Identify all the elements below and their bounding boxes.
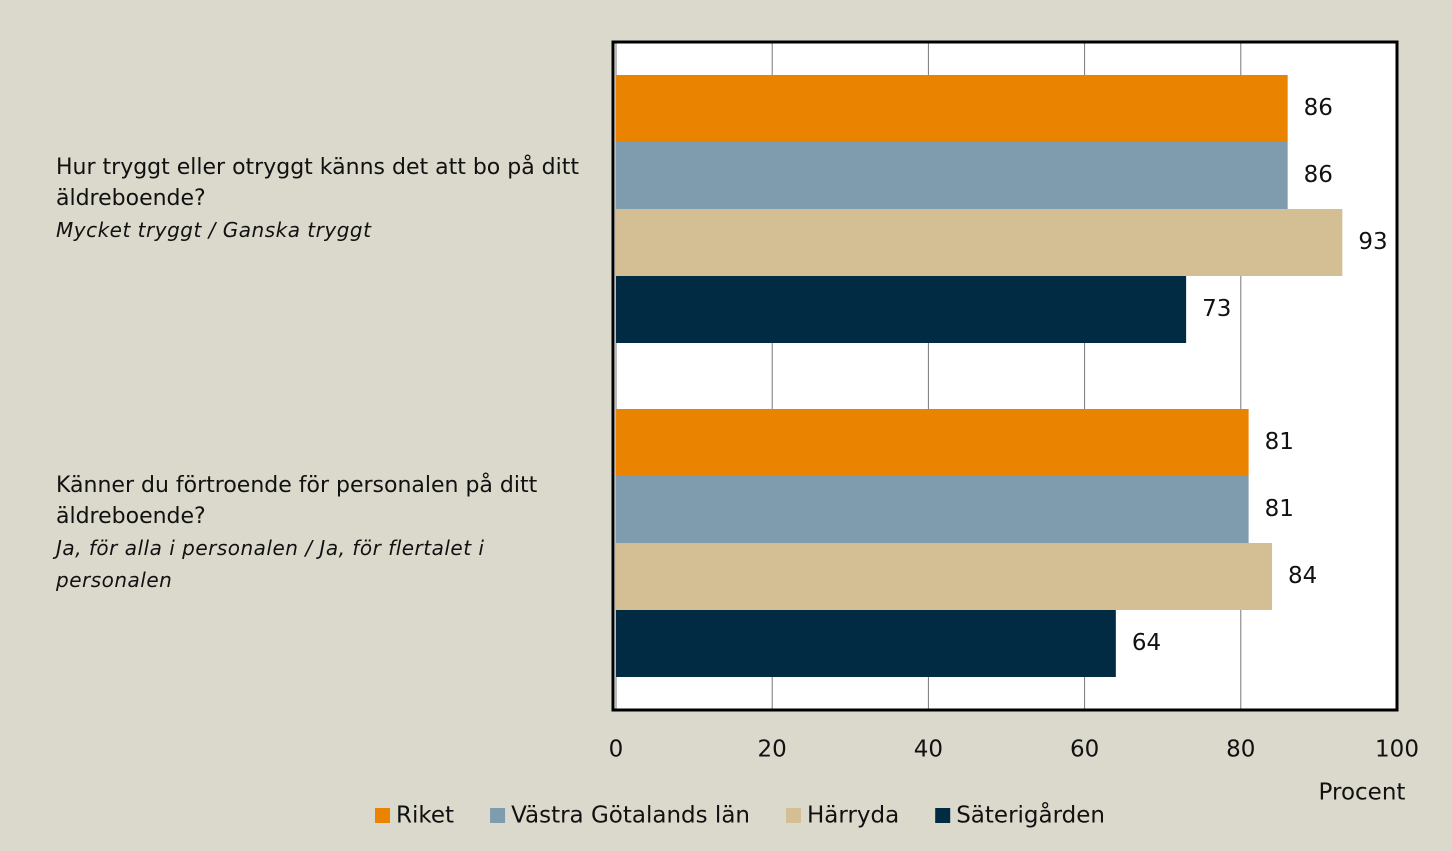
legend-label: Riket xyxy=(396,803,454,829)
x-tick-label: 40 xyxy=(914,737,943,763)
legend-swatch xyxy=(935,808,951,823)
value-label: 84 xyxy=(1288,563,1317,589)
legend-label: Säterigården xyxy=(956,801,1105,829)
legend-label: Härryda xyxy=(807,803,899,829)
legend-swatch xyxy=(490,808,506,823)
x-tick-label: 80 xyxy=(1226,737,1255,763)
bar xyxy=(616,409,1249,476)
bar xyxy=(616,276,1187,343)
legend-swatch xyxy=(786,808,801,823)
value-label: 81 xyxy=(1265,429,1294,455)
value-label: 86 xyxy=(1304,95,1333,121)
value-label: 81 xyxy=(1265,496,1294,522)
x-tick-label: 100 xyxy=(1375,737,1419,763)
bar xyxy=(616,209,1343,276)
legend-swatch xyxy=(375,808,391,823)
category-answer: Ja, för alla i personalen / Ja, för fler… xyxy=(56,536,485,592)
x-tick-label: 20 xyxy=(758,737,787,763)
bar xyxy=(616,610,1116,677)
value-label: 73 xyxy=(1202,296,1231,322)
value-label: 64 xyxy=(1132,630,1161,656)
value-label: 93 xyxy=(1358,229,1387,255)
bar xyxy=(616,543,1273,610)
x-tick-label: 0 xyxy=(609,737,624,763)
category-label: Hur tryggt eller otryggt känns det att b… xyxy=(56,152,596,246)
category-label: Känner du förtroende för personalen på d… xyxy=(56,470,596,596)
category-question: Hur tryggt eller otryggt känns det att b… xyxy=(56,155,580,211)
value-label: 86 xyxy=(1304,162,1333,188)
category-answer: Mycket tryggt / Ganska tryggt xyxy=(56,218,372,242)
bar xyxy=(616,476,1249,543)
plot-border xyxy=(611,40,1399,712)
bar xyxy=(616,75,1288,142)
category-question: Känner du förtroende för personalen på d… xyxy=(56,473,538,529)
x-tick-label: 60 xyxy=(1070,737,1099,763)
bar xyxy=(616,142,1288,209)
legend-label: Västra Götalands län xyxy=(511,803,750,829)
x-axis-label: Procent xyxy=(1319,780,1406,806)
